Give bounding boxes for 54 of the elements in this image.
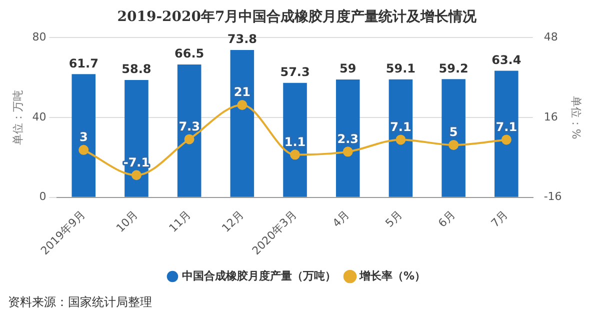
bar [124, 80, 148, 197]
x-tick-label: 7月 [488, 208, 511, 230]
y2-axis-title: 单位：% [570, 96, 583, 140]
chart-title: 2019-2020年7月中国合成橡胶月度产量统计及增长情况 [116, 8, 478, 26]
bar [72, 74, 96, 197]
bar [230, 50, 254, 197]
y2-tick-label: 48 [544, 30, 558, 44]
y-axis-title: 单位：万吨 [11, 90, 24, 145]
x-tick-label: 12月 [219, 208, 246, 235]
y-tick-label: 0 [39, 190, 46, 204]
legend-label: 增长率（%） [358, 269, 426, 282]
data-label: 57.3 [280, 65, 310, 80]
data-label: 7.3 [178, 119, 200, 134]
data-label: 3 [79, 130, 88, 144]
point [342, 146, 353, 157]
y2-tick-label: 16 [544, 110, 558, 124]
data-label: 59.2 [438, 61, 468, 76]
data-label: 59.1 [386, 61, 416, 76]
point [290, 150, 300, 160]
point [184, 134, 194, 144]
data-label: 73.8 [227, 32, 257, 46]
x-tick-label: 10月 [114, 208, 141, 235]
x-tick-label: 6月 [436, 208, 458, 230]
x-tick-label: 11月 [166, 208, 194, 235]
data-label: 59 [340, 62, 356, 76]
data-label: 1.1 [284, 134, 306, 149]
point [237, 100, 248, 110]
data-label: 21 [234, 85, 251, 100]
legend-label: 中国合成橡胶月度产量（万吨） [182, 269, 336, 282]
y-tick-label: 80 [32, 30, 46, 44]
bar [494, 70, 518, 197]
y2-tick-label: -16 [544, 190, 562, 204]
data-label: 2.3 [337, 132, 358, 146]
bar [177, 64, 202, 197]
data-label: 66.5 [174, 46, 204, 61]
bar [336, 80, 360, 197]
bar [442, 79, 466, 197]
y-tick-label: 40 [32, 110, 46, 124]
point [396, 134, 406, 145]
data-label: 61.7 [68, 56, 98, 70]
data-label: 63.4 [492, 52, 522, 67]
bar [283, 82, 307, 197]
data-label: 7.1 [496, 120, 518, 134]
point [131, 170, 142, 180]
text: 资料来源：国家统计局整理 [8, 294, 153, 311]
x-tick-label: 5月 [382, 208, 405, 230]
x-tick-label: 4月 [330, 208, 352, 230]
point [78, 144, 89, 155]
data-label: 5 [449, 125, 458, 140]
data-label: 7.1 [390, 120, 412, 134]
bar [388, 79, 413, 197]
data-label: 58.8 [122, 62, 152, 76]
point [501, 134, 512, 145]
point [448, 140, 459, 150]
